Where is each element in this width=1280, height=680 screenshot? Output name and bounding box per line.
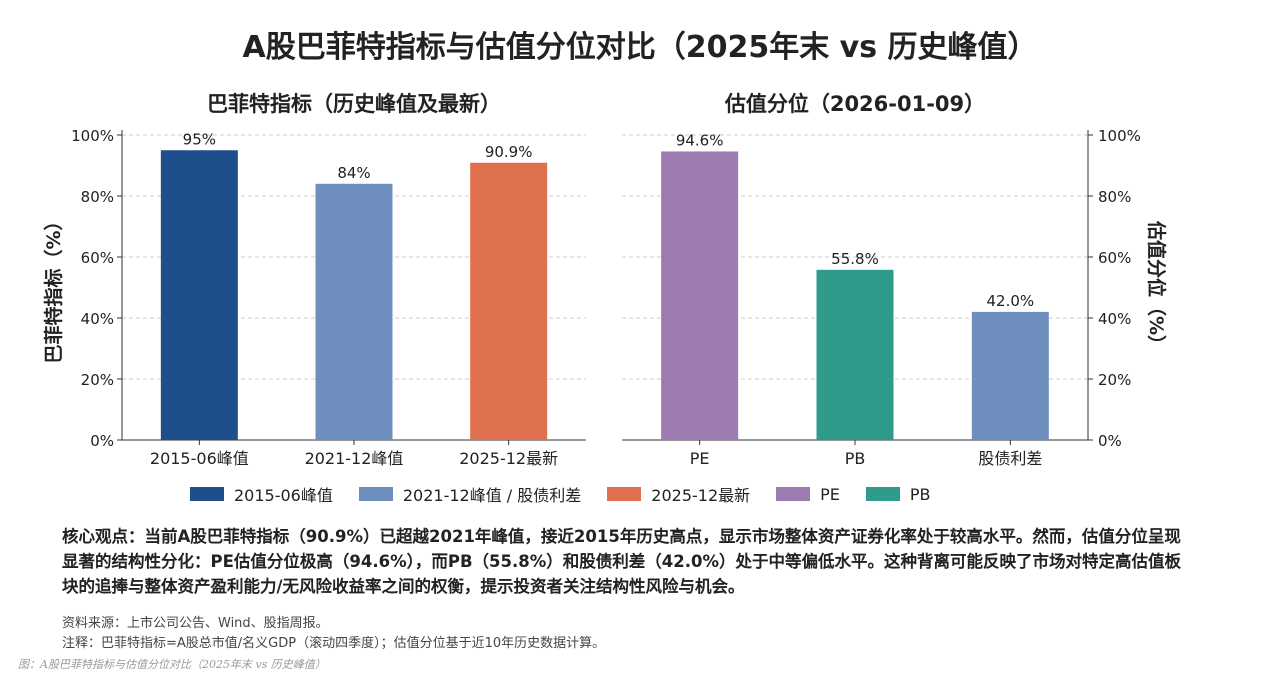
y-tick-label: 100%	[1098, 127, 1141, 145]
y-axis-label: 估值分位（%）	[1145, 220, 1168, 354]
legend-label: 2021-12峰值 / 股债利差	[402, 486, 582, 505]
x-tick-label: 2021-12峰值	[305, 449, 404, 468]
data-label: 42.0%	[987, 292, 1035, 310]
x-tick-label: 2015-06峰值	[150, 449, 249, 468]
x-tick-label: PE	[690, 449, 710, 468]
data-label: 95%	[183, 130, 216, 148]
bar	[470, 162, 548, 440]
legend-swatch	[190, 487, 224, 501]
right-chart-title: 估值分位（2026-01-09）	[724, 92, 986, 116]
chart-area: 0% 20% 40% 60% 80% 100% 巴菲特指标（%） 95% 2015-06峰值 84…	[42, 127, 1168, 468]
legend-label: 2015-06峰值	[234, 486, 333, 505]
y-tick-label: 80%	[1098, 188, 1131, 206]
bar	[971, 311, 1049, 440]
y-tick-label: 20%	[1098, 371, 1131, 389]
bar	[661, 151, 739, 440]
y-tick-label: 0%	[1098, 432, 1122, 450]
data-label: 94.6%	[676, 131, 724, 149]
core-view-text: 核心观点：当前A股巴菲特指标（90.9%）已超越2021年峰值，接近2015年历…	[62, 527, 1182, 596]
legend-item: PB	[865, 484, 931, 504]
legend-item: PE	[776, 485, 840, 504]
note-text: 注释：巴菲特指标=A股总市值/名义GDP（滚动四季度）；估值分位基于近10年历史…	[62, 636, 606, 651]
y-tick-label: 80%	[81, 188, 114, 206]
legend-swatch	[776, 487, 811, 501]
data-label: 84%	[337, 164, 370, 182]
legend-item: 2025-12最新	[607, 482, 750, 506]
y-tick-label: 0%	[90, 432, 114, 450]
bar	[160, 150, 238, 440]
legend-swatch	[358, 487, 393, 501]
left-chart-title: 巴菲特指标（历史峰值及最新）	[207, 92, 501, 116]
data-label: 90.9%	[485, 143, 533, 161]
y-tick-label: 60%	[1098, 249, 1131, 267]
x-tick-label: PB	[845, 449, 866, 468]
legend-item: 2021-12峰值 / 股债利差	[358, 482, 582, 506]
y-tick-label: 40%	[81, 310, 114, 328]
legend-swatch	[607, 487, 642, 501]
legend-label: PE	[820, 484, 840, 504]
y-tick-label: 100%	[71, 127, 114, 145]
y-tick-label: 40%	[1098, 310, 1131, 328]
source-text: 资料来源：上市公司公告、Wind、股指周报。	[62, 616, 329, 631]
bar	[315, 183, 393, 441]
figure-caption: 图：A股巴菲特指标与估值分位对比（2025年末 vs 历史峰值）	[18, 658, 326, 671]
legend-label: 2025-12最新	[651, 486, 751, 505]
legend-item: 2015-06峰值	[190, 482, 333, 506]
legend: 2015-06峰值 2021-12峰值 / 股债利差 2025-12最新 PE PB	[190, 482, 931, 506]
y-tick-label: 20%	[81, 371, 114, 389]
legend-swatch	[865, 487, 900, 501]
x-tick-label: 2025-12最新	[459, 449, 558, 468]
page-title: A股巴菲特指标与估值分位对比（2025年末 vs 历史峰值）	[242, 30, 1038, 65]
y-axis-label: 巴菲特指标（%）	[42, 211, 65, 363]
data-label: 55.8%	[831, 250, 879, 268]
legend-label: PB	[909, 484, 931, 504]
bar	[816, 269, 894, 440]
x-tick-label: 股债利差	[978, 449, 1042, 468]
y-tick-label: 60%	[81, 249, 114, 267]
